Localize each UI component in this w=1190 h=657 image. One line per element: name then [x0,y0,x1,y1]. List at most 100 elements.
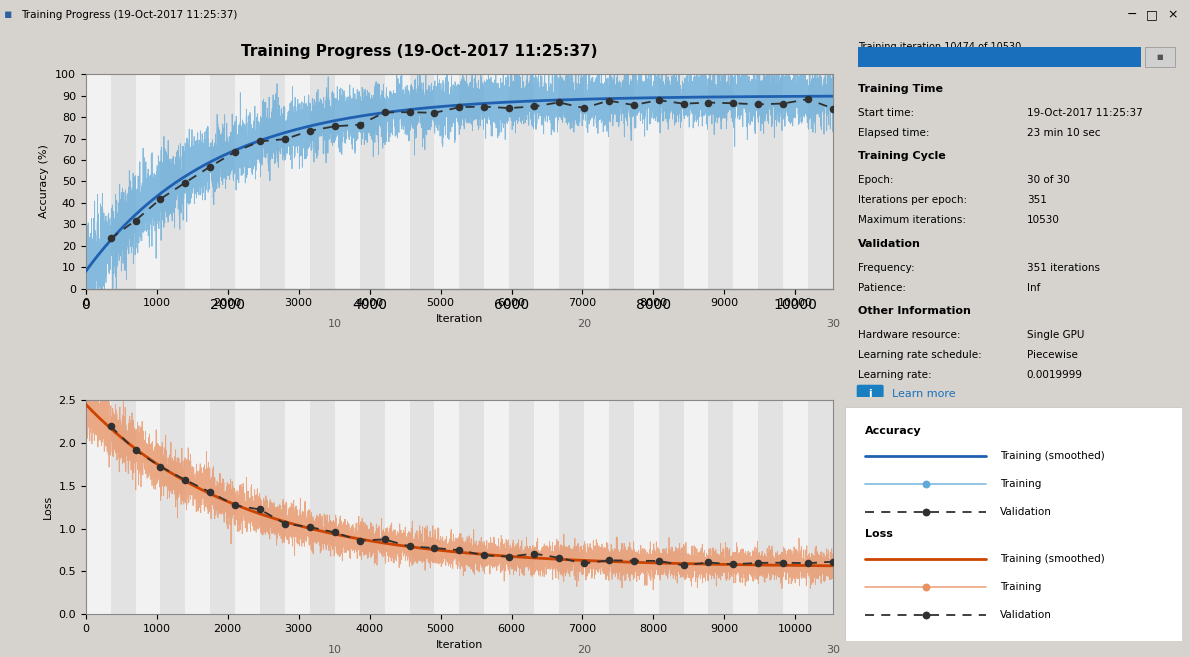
Point [226,500,245,510]
Text: Loss: Loss [865,529,892,539]
Point [425,543,444,553]
Text: 20: 20 [577,645,591,655]
Point [625,555,644,566]
Text: Patience:: Patience: [858,283,907,292]
Point [400,107,419,118]
Bar [708,74,733,288]
Bar [509,74,534,288]
Point [251,136,270,147]
Bar [284,74,309,288]
Text: Training Cycle: Training Cycle [858,151,946,162]
Point [101,421,120,432]
Text: Training (smoothed): Training (smoothed) [1000,451,1104,461]
Bar [634,74,658,288]
Point [201,487,220,497]
Point [450,545,469,555]
Bar [186,400,211,614]
Text: 20: 20 [577,319,591,329]
Bar [534,74,559,288]
Point [475,550,494,560]
Text: Accuracy: Accuracy [865,426,922,436]
Bar [609,400,634,614]
Bar [858,47,1141,68]
Point [425,108,444,118]
Point [823,103,843,114]
Text: ■: ■ [1157,55,1163,60]
Text: Frequency:: Frequency: [858,263,915,273]
Bar [459,400,484,614]
Text: Validation: Validation [1000,507,1052,517]
Bar [161,74,186,288]
Point [550,97,569,108]
FancyBboxPatch shape [857,385,884,403]
Point [101,233,120,244]
Point [774,99,793,109]
Bar [111,74,136,288]
Text: Learn more: Learn more [892,389,956,399]
Bar [584,74,609,288]
Bar [409,74,434,288]
Text: 30: 30 [826,645,840,655]
Text: ▪: ▪ [4,9,12,21]
Bar [783,74,808,288]
Bar [284,400,309,614]
Bar [136,74,161,288]
Text: −: − [1127,9,1136,21]
Bar [409,400,434,614]
Bar [161,400,186,614]
Text: 30 of 30: 30 of 30 [1027,175,1070,185]
Text: Training Time: Training Time [858,84,944,94]
Point [550,553,569,563]
Bar [309,74,334,288]
Text: Validation: Validation [858,239,921,249]
Point [151,194,170,204]
Text: Elapsed time:: Elapsed time: [858,127,929,138]
Bar [111,400,136,614]
Bar [658,400,683,614]
Point [275,134,294,145]
Text: Epoch:: Epoch: [858,175,894,185]
Bar [559,400,584,614]
Point [126,445,145,455]
Text: Piecewise: Piecewise [1027,350,1078,360]
Bar [658,74,683,288]
Point [774,557,793,568]
Text: 10: 10 [327,645,342,655]
Point [724,98,743,108]
Bar [758,74,783,288]
Text: i: i [869,389,872,399]
Text: Training Progress (19-Oct-2017 11:25:37): Training Progress (19-Oct-2017 11:25:37) [21,10,238,20]
Point [699,557,718,568]
Point [300,522,319,532]
Bar [211,400,236,614]
Text: Training Progress (19-Oct-2017 11:25:37): Training Progress (19-Oct-2017 11:25:37) [242,44,597,58]
Point [400,541,419,552]
Bar [758,400,783,614]
Point [176,177,195,188]
Bar [136,400,161,614]
Text: 30: 30 [826,319,840,329]
Text: Start time:: Start time: [858,108,914,118]
Bar [236,74,261,288]
Point [749,558,768,568]
Bar [733,74,758,288]
Text: 0.0019999: 0.0019999 [1027,370,1083,380]
Point [375,107,394,118]
Bar [309,400,334,614]
X-axis label: Iteration: Iteration [436,639,483,650]
Point [649,95,668,105]
Point [375,534,394,545]
Point [798,94,818,104]
Text: Training (smoothed): Training (smoothed) [1000,554,1104,564]
Y-axis label: Accuracy (%): Accuracy (%) [39,145,50,218]
Bar [334,400,359,614]
Point [699,97,718,108]
Text: 10530: 10530 [1027,215,1059,225]
Bar [236,400,261,614]
X-axis label: Iteration: Iteration [436,314,483,324]
Point [275,518,294,529]
Bar [584,400,609,614]
Point [625,100,644,110]
Point [226,147,245,157]
Point [674,560,693,571]
